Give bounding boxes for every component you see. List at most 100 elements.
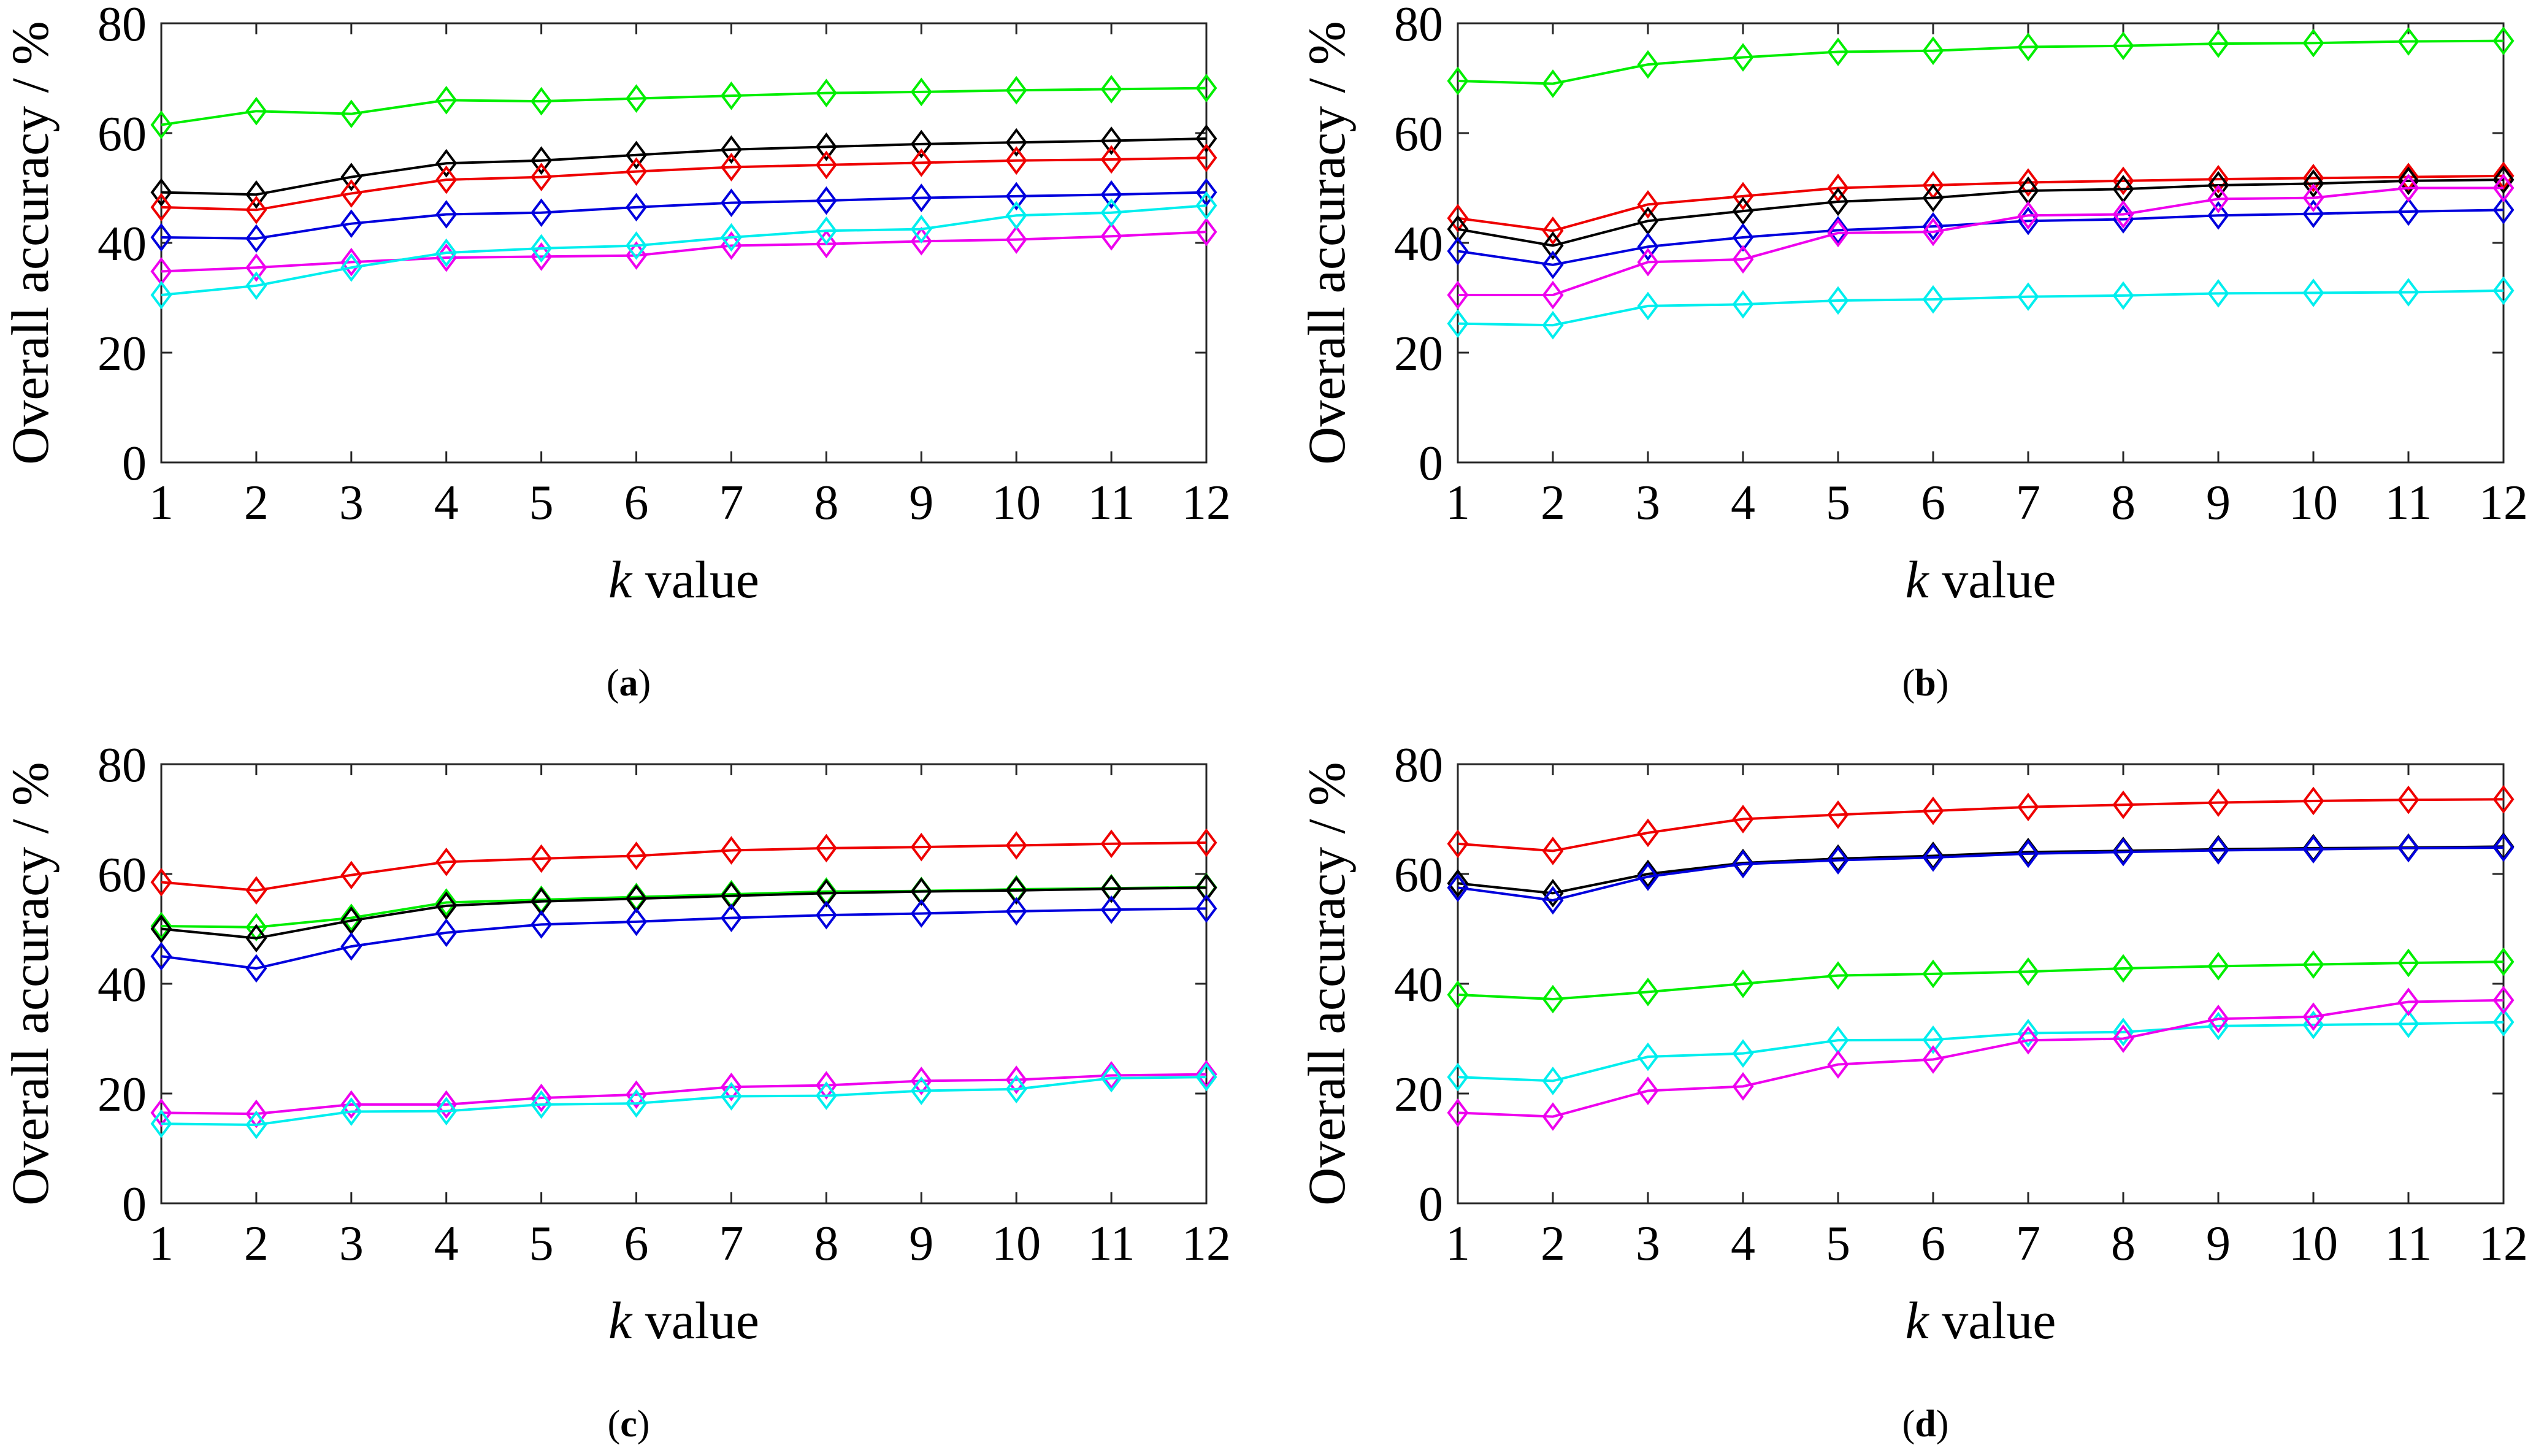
data-point [910,877,932,906]
data-point [245,195,267,224]
series-blue [1447,833,2515,915]
data-point [1005,146,1027,175]
data-point [1732,1039,1754,1068]
data-point [1447,980,1469,1010]
data-point [1195,894,1217,923]
data-point [2397,833,2419,863]
data-point [815,229,837,259]
series-magenta [150,1060,1217,1128]
x-tick-label: 6 [624,1217,649,1271]
data-point [910,899,932,928]
x-axis-variable: k [1906,1291,1930,1350]
data-point [2112,1024,2134,1053]
y-axis-title: Overall accuracy / % [1,21,59,464]
data-point [2397,785,2419,814]
data-point [340,253,362,282]
data-point [1637,862,1659,891]
data-point [245,180,267,209]
data-point [2207,952,2229,981]
data-point [1542,250,1564,280]
data-point [626,140,648,170]
series-line-cyan [1457,1021,2504,1082]
panel-caption: (b) [1902,662,1949,704]
data-point [1542,837,1564,865]
data-point [435,148,458,178]
data-point [1100,829,1122,859]
data-point [815,1071,837,1100]
data-point [1732,1072,1754,1101]
x-tick-label: 4 [434,476,459,530]
data-point [2112,200,2134,229]
data-point [531,86,553,116]
data-point [1827,1050,1849,1079]
data-point [626,193,648,222]
data-point [720,188,742,217]
series-magenta [1447,174,2515,310]
data-point [1637,818,1659,848]
data-point [2112,954,2134,983]
x-axis-variable: k [608,1291,633,1350]
data-point [2207,185,2229,213]
data-point [720,153,742,182]
data-point [2302,278,2324,307]
data-point [2492,986,2515,1015]
series-cyan [150,191,1217,310]
data-point [1542,310,1564,340]
data-point [815,216,837,245]
data-point [2397,1010,2419,1038]
data-point [531,234,553,263]
x-tick-label: 4 [1731,1217,1755,1271]
y-tick-label: 20 [1394,1068,1443,1122]
data-point [340,860,362,890]
data-point [2017,1025,2039,1055]
data-point [626,157,648,186]
x-axis-title: k value [608,550,759,609]
data-point [2302,164,2324,193]
series-blue [1447,195,2515,280]
series-line-blue [161,191,1207,240]
data-point [340,163,362,191]
x-axis-unit: value [1929,1291,2056,1350]
data-point [150,1109,172,1138]
data-point [150,914,172,943]
series-black [1447,832,2515,908]
data-point [720,881,742,911]
x-tick-label: 1 [1446,476,1470,530]
series-line-red [161,841,1207,892]
x-tick-label: 1 [149,476,174,530]
x-tick-label: 8 [2111,476,2136,530]
data-point [435,918,458,948]
data-point [1542,984,1564,1014]
data-point [720,903,742,932]
x-tick-label: 9 [909,476,933,530]
data-point [1005,897,1027,926]
data-point [340,209,362,239]
x-tick-label: 7 [719,476,743,530]
data-point [2207,788,2229,817]
y-tick-label: 0 [122,437,147,491]
data-point [2112,790,2134,819]
data-point [2112,1017,2134,1047]
series-line-black [1457,178,2504,247]
data-point [2207,164,2229,194]
panel-caption: (d) [1902,1403,1949,1445]
series-line-green [1457,39,2504,85]
data-point [1922,796,1944,826]
data-point [2492,174,2515,202]
data-point [1922,285,1944,314]
caption-close-paren: ) [1936,662,1949,704]
data-point [815,878,837,908]
data-point [1922,217,1944,247]
series-line-green [161,86,1207,126]
data-point [1827,216,1849,245]
data-point [910,1067,932,1095]
x-tick-label: 2 [244,1217,269,1271]
data-point [2017,839,2039,868]
data-point [1447,1062,1469,1092]
data-point [1005,876,1027,905]
data-point [626,231,648,260]
y-tick-label: 0 [1419,1178,1443,1232]
data-point [1100,75,1122,104]
data-point [1195,873,1217,902]
data-point [1637,247,1659,277]
